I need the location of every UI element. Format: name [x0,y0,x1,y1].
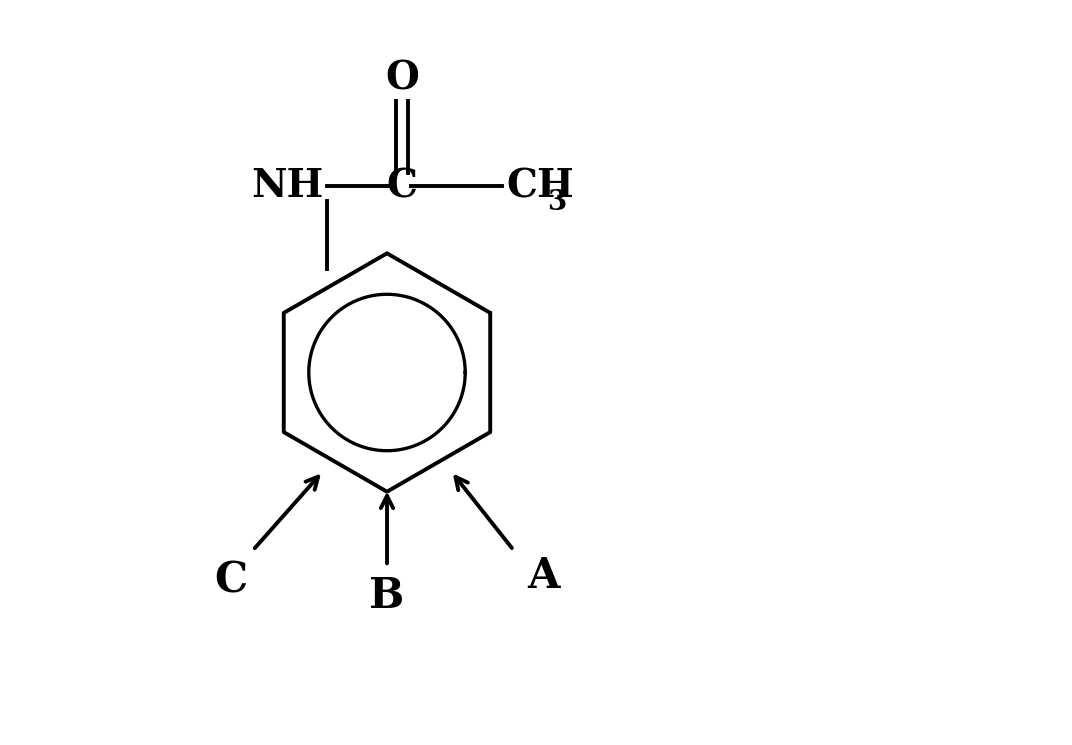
Text: C: C [214,559,248,601]
Text: O: O [385,59,419,98]
Text: A: A [527,555,560,597]
Text: NH: NH [252,167,324,206]
Text: B: B [370,575,404,617]
Text: CH: CH [506,167,574,206]
Text: C: C [386,167,417,206]
Text: 3: 3 [547,189,566,216]
